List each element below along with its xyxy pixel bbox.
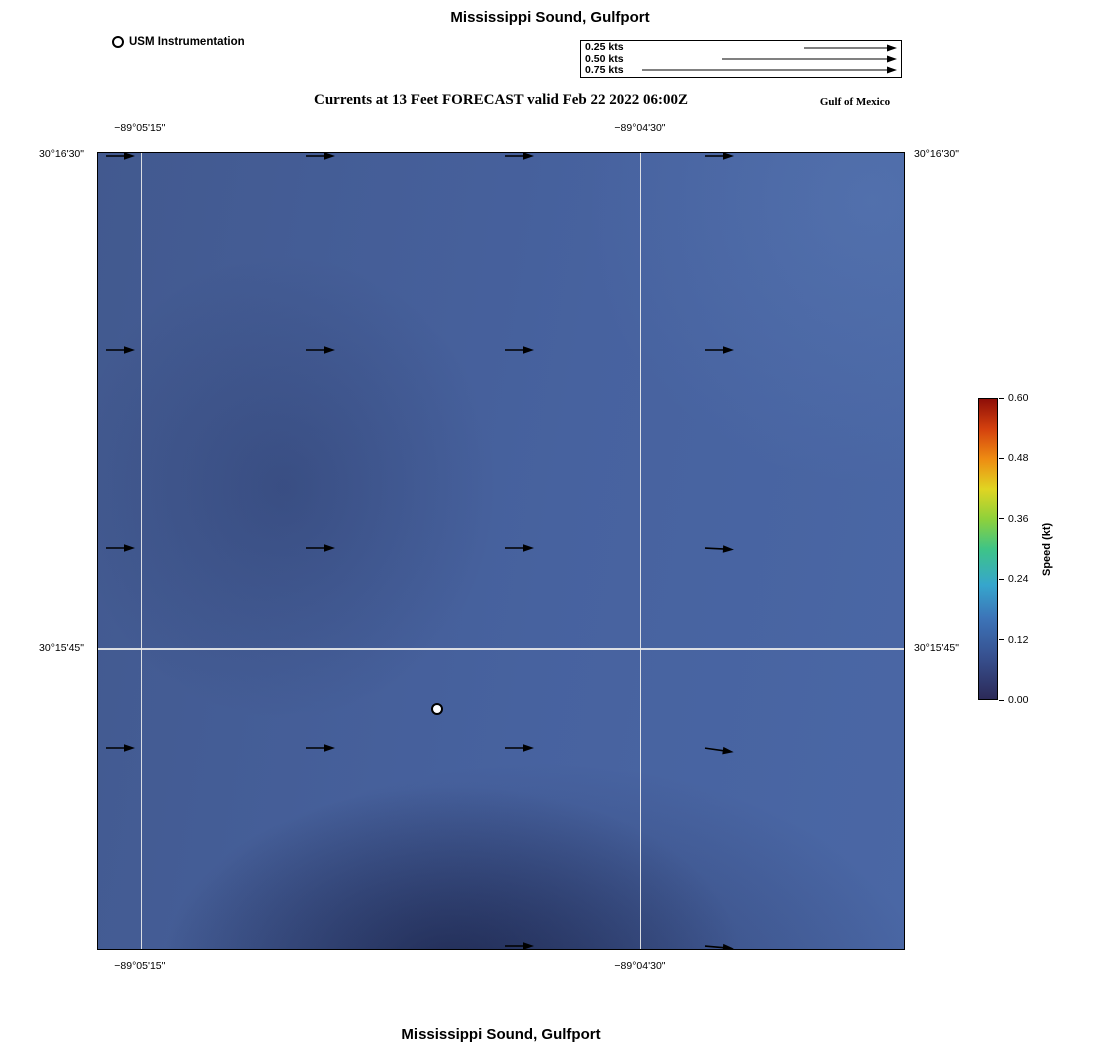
current-vector-icon xyxy=(703,940,734,949)
axis-tick-label: 30°16'30" xyxy=(914,147,959,160)
y-axis-left-ticks: 30°16'30" 30°15'45" xyxy=(0,148,90,950)
scale-arrow-label: 0.25 kts xyxy=(585,41,624,54)
current-vector-icon xyxy=(305,344,335,356)
current-vector-icon xyxy=(504,344,534,356)
region-label: Gulf of Mexico xyxy=(819,96,891,108)
scale-row: 0.50 kts xyxy=(585,52,897,65)
footer-title: Mississippi Sound, Gulfport xyxy=(401,1026,601,1043)
current-scale-legend: 0.25 kts 0.50 kts 0.75 kts xyxy=(580,40,902,78)
forecast-subtitle: Currents at 13 Feet FORECAST valid Feb 2… xyxy=(313,92,689,108)
scale-arrow-label: 0.75 kts xyxy=(585,63,624,76)
current-vector-icon xyxy=(305,542,335,554)
colorbar-tick-label: 0.36 xyxy=(1008,512,1029,525)
current-vector-icon xyxy=(305,742,335,754)
colorbar-label: Speed (kt) xyxy=(1041,522,1053,576)
scale-arrow-icon xyxy=(722,54,897,64)
scale-row: 0.75 kts xyxy=(585,63,897,76)
scale-arrow-icon xyxy=(804,43,897,53)
scale-arrow-icon xyxy=(642,65,897,75)
current-speed-map xyxy=(97,152,905,950)
colorbar-ticks: 0.60 0.48 0.36 0.24 0.12 0.00 xyxy=(999,392,1059,706)
y-axis-right-ticks: 30°16'30" 30°15'45" xyxy=(910,148,1000,950)
current-vector-icon xyxy=(105,344,135,356)
current-vector-icon xyxy=(105,542,135,554)
current-vector-icon xyxy=(105,742,135,754)
axis-tick-label: −89°04'30" xyxy=(614,122,666,134)
colorbar-tickmark xyxy=(999,518,1004,520)
current-vector-icon xyxy=(704,344,734,356)
station-marker-icon xyxy=(112,36,124,48)
colorbar-tickmark xyxy=(999,699,1004,701)
colorbar-tickmark xyxy=(999,457,1004,459)
station-legend: USM Instrumentation xyxy=(112,36,245,48)
figure-title: Mississippi Sound, Gulfport xyxy=(450,9,650,26)
colorbar-tickmark xyxy=(999,639,1004,641)
current-vector-icon xyxy=(703,542,734,556)
axis-tick-label: −89°05'15" xyxy=(114,960,166,972)
current-vector-icon xyxy=(504,742,534,754)
colorbar-tick-label: 0.00 xyxy=(1008,694,1029,706)
instrument-station-marker xyxy=(431,703,444,716)
current-vector-icon xyxy=(704,153,734,162)
colorbar-tick-label: 0.48 xyxy=(1008,452,1029,465)
current-vector-icon xyxy=(703,742,734,758)
axis-tick-label: −89°04'30" xyxy=(614,960,666,972)
current-vector-icon xyxy=(504,153,534,162)
scale-row: 0.25 kts xyxy=(585,42,897,53)
x-axis-top-ticks: −89°05'15" −89°04'30" xyxy=(97,122,905,135)
axis-tick-label: 30°16'30" xyxy=(39,147,84,160)
colorbar-tick-label: 0.60 xyxy=(1008,392,1029,404)
x-axis-bottom-ticks: −89°05'15" −89°04'30" xyxy=(97,960,905,973)
colorbar xyxy=(978,398,998,700)
colorbar-tickmark xyxy=(999,397,1004,399)
axis-tick-label: 30°15'45" xyxy=(39,642,84,655)
current-vector-icon xyxy=(504,542,534,554)
gridline-vertical xyxy=(639,153,642,949)
gridline-horizontal xyxy=(98,648,904,650)
colorbar-tickmark xyxy=(999,578,1004,580)
gridline-vertical xyxy=(140,153,143,949)
axis-tick-label: 30°15'45" xyxy=(914,642,959,655)
colorbar-tick-label: 0.12 xyxy=(1008,633,1029,646)
current-vector-icon xyxy=(305,153,335,162)
colorbar-tick-label: 0.24 xyxy=(1008,573,1029,586)
station-legend-label: USM Instrumentation xyxy=(129,36,245,48)
current-vector-icon xyxy=(504,940,534,949)
scale-arrow-label: 0.50 kts xyxy=(585,52,624,65)
axis-tick-label: −89°05'15" xyxy=(114,122,166,134)
current-vector-icon xyxy=(105,153,135,162)
